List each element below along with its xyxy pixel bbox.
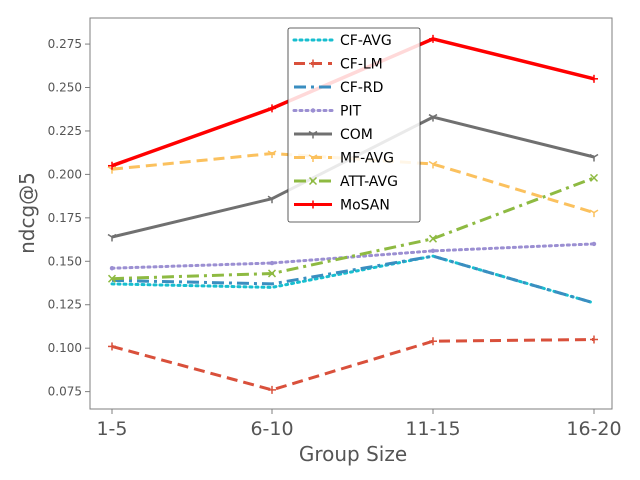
data-point (589, 209, 599, 218)
x-axis: 1-5 6-10 11-15 16-20 (96, 409, 622, 440)
data-point (267, 269, 277, 278)
data-point (428, 234, 438, 243)
legend: CF-AVG CF-LM CF-RD PIT COM MF-AVG ATT-AVG MoSAN (287, 27, 421, 223)
legend-item-cf-lm: CF-LM (294, 57, 383, 73)
legend-marker (308, 130, 318, 139)
y-tick-label: 0.150 (48, 254, 82, 268)
y-axis: 0.075 0.100 0.125 0.150 0.175 0.200 0.225 0.250… (48, 37, 90, 399)
data-point (589, 173, 599, 182)
y-tick-label: 0.200 (48, 167, 82, 181)
legend-item-cf-avg: CF-AVG (292, 33, 392, 49)
x-tick-label: 1-5 (96, 418, 127, 440)
data-point (428, 160, 438, 169)
legend-item-pit: PIT (292, 104, 362, 120)
legend-marker (308, 176, 318, 186)
data-point (108, 342, 116, 351)
series-line (111, 176, 595, 281)
data-point (428, 113, 438, 122)
data-point (267, 150, 277, 159)
data-point (107, 233, 117, 242)
x-tick-label: 16-20 (566, 418, 621, 440)
y-tick-label: 0.075 (48, 385, 82, 399)
legend-label: MF-AVG (340, 151, 394, 167)
legend-label: CF-LM (340, 57, 383, 73)
legend-label: CF-RD (340, 80, 383, 96)
data-point (108, 161, 116, 170)
y-tick-label: 0.250 (48, 81, 82, 95)
y-tick-label: 0.175 (48, 211, 82, 225)
legend-item-att-avg: ATT-AVG (294, 174, 398, 190)
y-tick-label: 0.225 (48, 124, 82, 138)
legend-marker (310, 108, 316, 113)
x-axis-label: Group Size (299, 442, 407, 466)
legend-item-mf-avg: MF-AVG (294, 151, 394, 167)
legend-label: MoSAN (340, 198, 390, 214)
data-point (591, 241, 597, 247)
y-tick-label: 0.275 (48, 37, 82, 51)
y-tick-label: 0.100 (48, 341, 82, 355)
legend-item-mosan: MoSAN (294, 198, 390, 214)
data-point (429, 337, 437, 346)
legend-marker (309, 200, 317, 209)
legend-marker (308, 154, 318, 162)
data-point (269, 260, 275, 266)
legend-label: CF-AVG (340, 33, 392, 49)
legend-label: COM (340, 127, 373, 143)
data-point (430, 248, 436, 254)
series-cf-rd (111, 254, 595, 305)
series-att-avg (107, 173, 599, 283)
data-point (267, 195, 277, 204)
legend-label: PIT (340, 104, 362, 120)
data-point (589, 153, 599, 162)
data-point (107, 274, 117, 283)
legend-item-com: COM (294, 127, 373, 143)
series-line (111, 338, 595, 392)
legend-box (287, 27, 421, 223)
series-cf-lm (108, 335, 598, 394)
series-line (111, 254, 595, 305)
x-tick-label: 6-10 (250, 418, 293, 440)
data-point (590, 74, 598, 83)
legend-item-cf-rd: CF-RD (294, 80, 383, 96)
data-point (429, 34, 437, 43)
y-axis-label: ndcg@5 (15, 172, 39, 254)
legend-marker (309, 59, 317, 68)
x-tick-label: 11-15 (405, 418, 460, 440)
y-tick-label: 0.125 (48, 298, 82, 312)
data-point (109, 266, 115, 271)
data-point (268, 104, 276, 113)
data-point (590, 335, 598, 344)
legend-label: ATT-AVG (340, 174, 398, 190)
data-point (268, 385, 276, 394)
